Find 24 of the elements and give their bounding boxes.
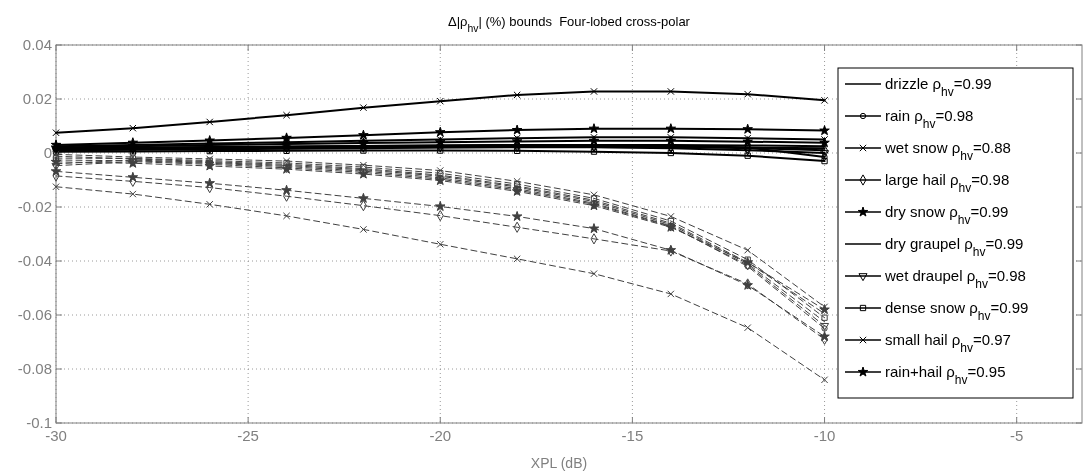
legend-label: drizzle ρ$_{hv}$=0.99 [885, 75, 992, 99]
x-tick-label: -25 [237, 427, 259, 444]
y-tick-label: -0.02 [17, 198, 52, 215]
legend-label: dry graupel ρ$_{hv}$=0.99 [885, 235, 1024, 259]
y-tick-label: -0.04 [17, 252, 52, 269]
y-tick-label: 0.04 [22, 36, 52, 53]
y-tick-label: -0.06 [17, 306, 52, 323]
legend-label: large hail ρ$_{hv}$=0.98 [885, 171, 1010, 195]
chart-title: Δ|ρ$_{hv}$| (%) bounds Four-lobed cross-polar [448, 14, 691, 34]
y-tick-label: 0 [43, 144, 52, 161]
legend-label: dry snow ρ$_{hv}$=0.99 [885, 203, 1009, 227]
y-tick-label: -0.08 [17, 360, 52, 377]
y-tick-label: 0.02 [22, 90, 52, 107]
x-tick-label: -15 [621, 427, 644, 444]
legend-label: wet draupel ρ$_{hv}$=0.98 [884, 267, 1026, 291]
legend-label: small hail ρ$_{hv}$=0.97 [885, 331, 1011, 355]
legend-label: rain+hail ρ$_{hv}$=0.95 [885, 363, 1006, 387]
x-tick-label: -5 [1010, 427, 1024, 444]
x-axis-title: XPL (dB) [530, 455, 588, 471]
x-tick-label: -10 [813, 427, 836, 444]
legend-label: wet snow ρ$_{hv}$=0.88 [884, 139, 1011, 163]
x-tick-label: -20 [429, 427, 452, 444]
legend-label: rain ρ$_{hv}$=0.98 [885, 107, 974, 131]
legend-label: dense snow ρ$_{hv}$=0.99 [885, 299, 1029, 323]
